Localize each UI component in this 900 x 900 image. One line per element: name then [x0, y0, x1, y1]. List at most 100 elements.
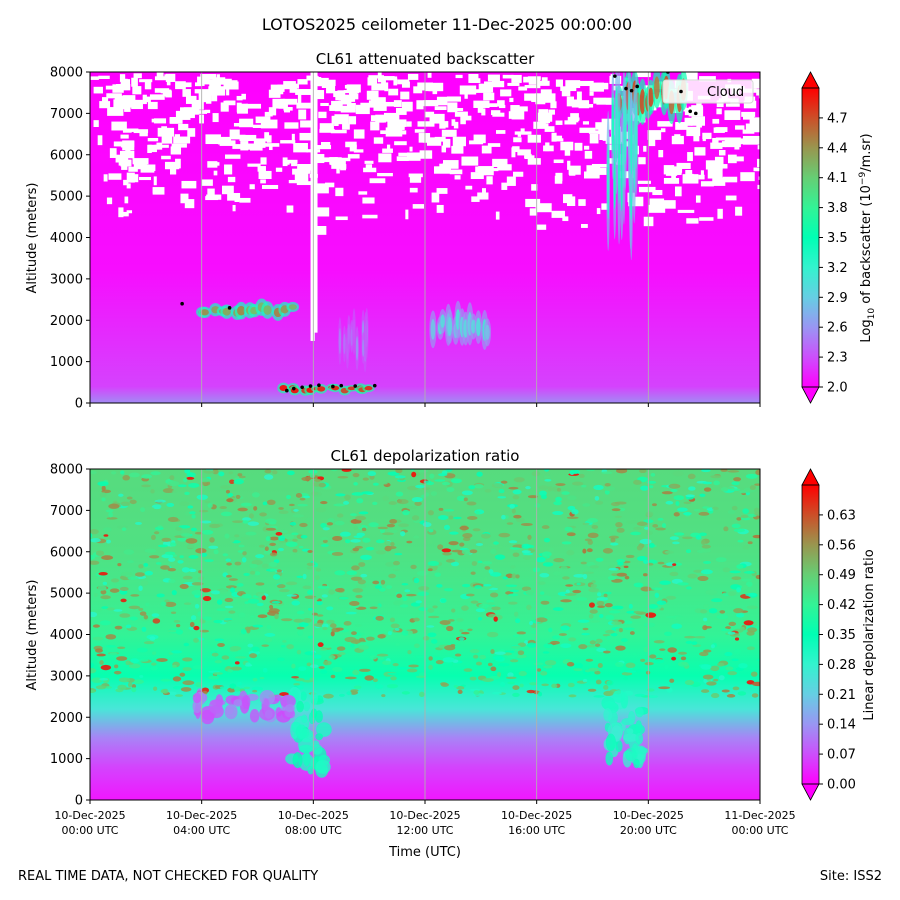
depol-speck — [606, 680, 614, 686]
feature-core — [485, 324, 490, 341]
depol-speck — [432, 656, 442, 661]
no-signal-gap — [693, 134, 700, 142]
depol-speck — [207, 503, 213, 509]
no-signal-gap — [482, 188, 486, 199]
depol-speck — [401, 691, 411, 695]
no-signal-gap — [227, 192, 241, 201]
depol-speck — [100, 664, 112, 671]
no-signal-gap — [406, 152, 421, 161]
depol-speck — [278, 547, 284, 552]
depol-feature — [625, 747, 637, 762]
depol-speck — [745, 581, 753, 587]
depol-speck — [731, 481, 740, 486]
depol-speck — [512, 489, 522, 495]
depol-speck — [536, 668, 542, 672]
depol-speck — [558, 633, 567, 636]
depol-speck — [639, 469, 647, 474]
no-signal-gap — [424, 111, 435, 118]
no-signal-gap — [473, 134, 486, 144]
no-signal-gap — [113, 99, 129, 110]
depol-speck — [740, 514, 749, 519]
feature-core — [606, 142, 610, 220]
no-signal-gap — [510, 105, 520, 112]
depol-speck — [197, 611, 203, 617]
depol-speck — [727, 671, 737, 676]
depol-speck — [366, 636, 375, 641]
depol-speck — [161, 537, 171, 542]
depol-speck — [167, 480, 180, 487]
depol-speck — [589, 609, 598, 614]
no-signal-gap — [174, 134, 180, 139]
no-signal-gap — [713, 127, 725, 133]
no-signal-gap — [671, 135, 684, 145]
no-signal-gap — [340, 108, 356, 113]
depol-speck — [520, 522, 533, 526]
depol-speck — [566, 662, 575, 667]
depol-speck — [226, 666, 232, 669]
depol-speck — [229, 537, 235, 543]
no-signal-gap — [721, 141, 726, 148]
no-signal-gap — [448, 161, 458, 167]
depol-speck — [293, 683, 301, 686]
depol-speck — [357, 579, 366, 585]
depol-speck — [702, 625, 708, 631]
backscatter-colorbar-label: Log10 of backscatter (10−9/m.sr) — [858, 133, 877, 342]
depol-speck — [169, 542, 177, 547]
depol-speck — [683, 501, 692, 505]
no-signal-gap — [191, 99, 204, 110]
no-signal-gap — [169, 117, 181, 124]
depol-speck — [476, 471, 483, 477]
depol-speck — [167, 629, 177, 633]
depol-speck — [605, 614, 615, 620]
depol-speck — [562, 576, 570, 580]
depol-speck — [90, 529, 99, 535]
no-signal-gap — [527, 134, 541, 143]
no-signal-gap — [566, 96, 575, 107]
no-signal-gap — [90, 76, 99, 80]
no-signal-gap — [677, 209, 695, 213]
depol-speck — [567, 682, 575, 688]
depol-speck — [529, 682, 538, 686]
no-signal-gap — [262, 184, 279, 189]
no-signal-gap — [567, 160, 571, 170]
no-signal-gap — [253, 138, 266, 148]
no-signal-gap — [147, 101, 158, 110]
depol-speck — [351, 565, 360, 571]
depol-speck — [734, 637, 740, 641]
no-signal-gap — [598, 124, 609, 135]
depol-speck — [588, 613, 594, 619]
depol-speck — [608, 567, 619, 571]
depol-speck — [323, 645, 332, 648]
no-signal-gap — [545, 142, 550, 152]
depol-speck — [688, 486, 696, 491]
no-signal-gap — [511, 74, 522, 83]
depol-speck — [178, 525, 191, 529]
depol-speck — [333, 503, 346, 507]
depolarization-colorbar-label: Linear depolarization ratio — [862, 549, 877, 720]
depol-speck — [226, 562, 232, 566]
depol-speck — [586, 644, 597, 648]
depol-speck — [698, 511, 710, 516]
depol-speck — [372, 580, 380, 585]
feature-core — [624, 102, 627, 165]
depol-speck — [224, 533, 230, 539]
feature-core — [611, 93, 615, 155]
depol-speck — [255, 582, 265, 586]
depol-speck — [157, 544, 169, 548]
depol-speck — [535, 556, 546, 563]
no-signal-gap — [757, 158, 760, 168]
depol-speck — [224, 618, 233, 621]
depol-speck — [534, 503, 541, 508]
no-signal-gap — [586, 165, 601, 175]
no-signal-gap — [452, 136, 466, 147]
no-signal-gap — [334, 157, 342, 167]
no-signal-gap — [596, 98, 613, 105]
depol-speck — [214, 638, 225, 642]
no-signal-gap — [99, 101, 111, 109]
depol-speck — [589, 565, 600, 569]
no-signal-gap — [367, 77, 378, 86]
no-signal-gap — [169, 167, 177, 175]
no-signal-gap — [743, 100, 757, 109]
depol-speck — [322, 626, 328, 631]
depol-speck — [732, 686, 740, 691]
